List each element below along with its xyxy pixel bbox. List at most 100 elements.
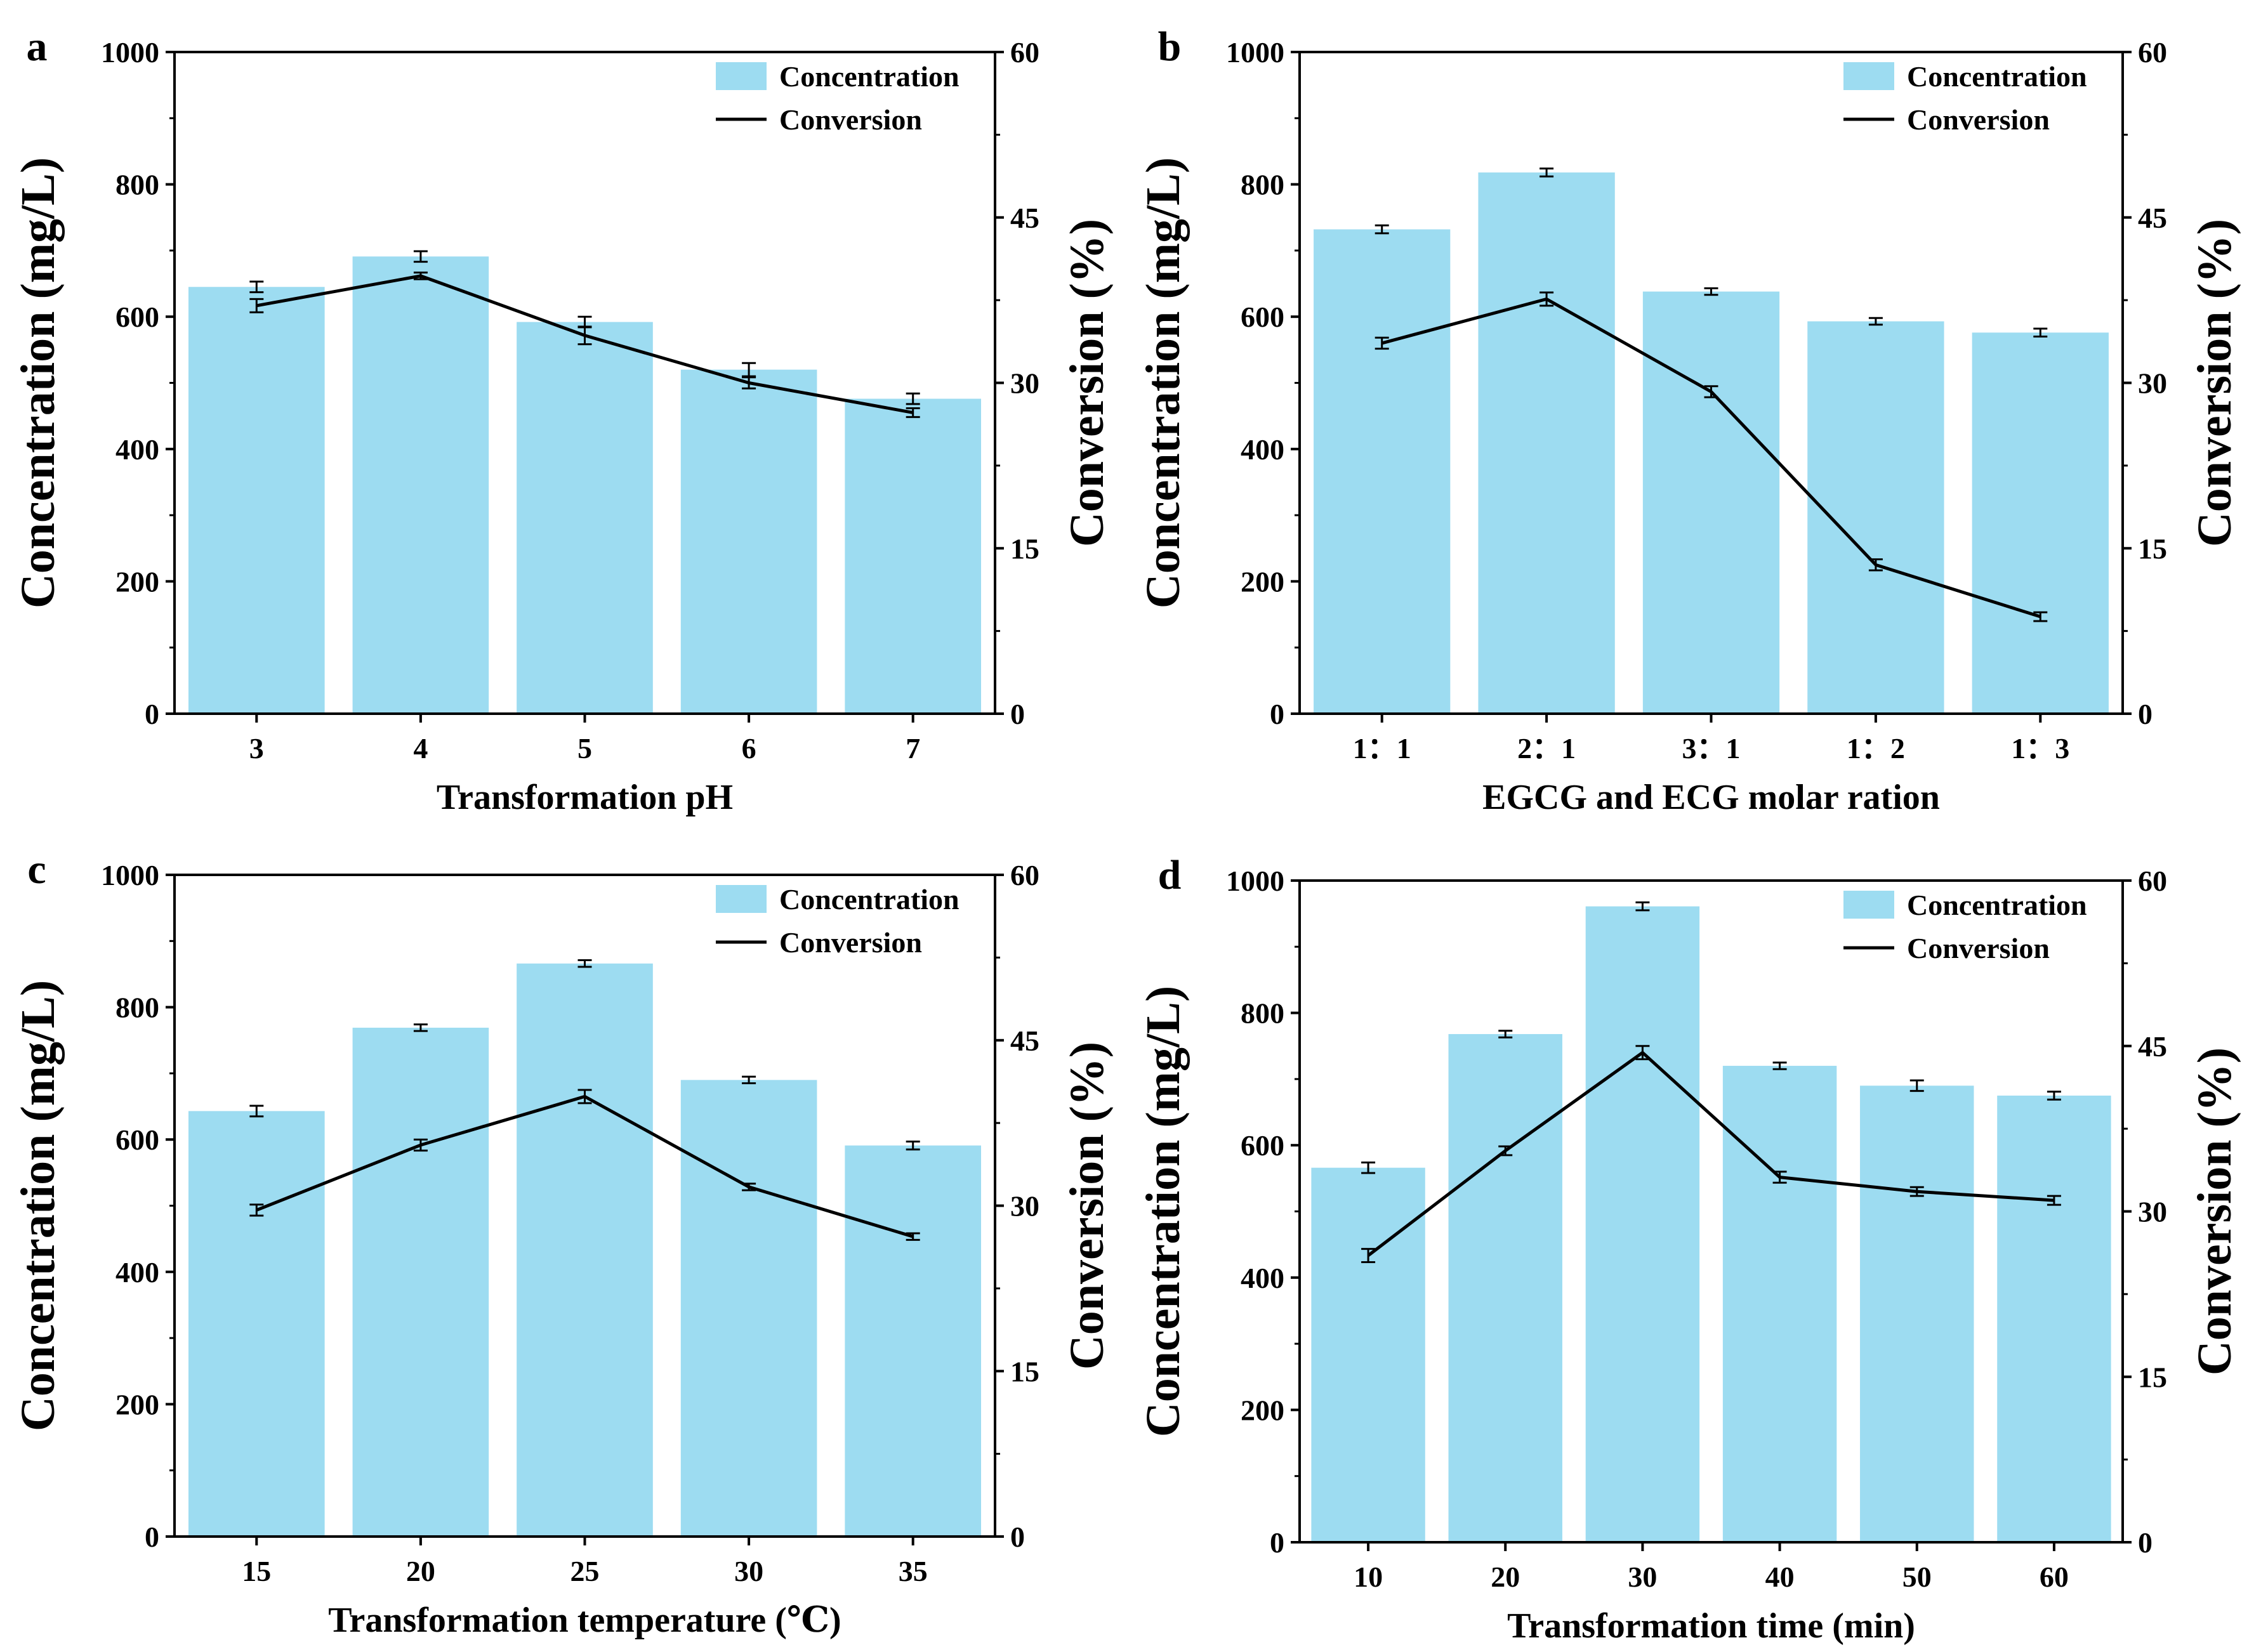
y-tick-label: 1000 <box>1226 865 1284 897</box>
concentration-bar <box>517 963 653 1537</box>
x-tick-label: 7 <box>906 732 920 764</box>
y2-axis-title: Conversion (%) <box>1060 219 1114 547</box>
x-tick-label: 1：3 <box>2011 732 2069 764</box>
concentration-bar <box>1448 1033 1562 1542</box>
conversion-point <box>906 1232 920 1241</box>
concentration-error-bar <box>1361 1161 1376 1174</box>
conversion-point <box>1375 336 1389 350</box>
concentration-error-bar <box>906 1140 920 1151</box>
concentration-bar <box>188 287 325 714</box>
y-tick-label: 200 <box>1241 565 1284 598</box>
concentration-error-bar <box>742 362 756 377</box>
y2-tick-label: 30 <box>2138 367 2167 400</box>
y2-axis-title: Conversion (%) <box>1060 1042 1114 1370</box>
y2-tick-label: 15 <box>1010 1355 1039 1387</box>
y2-tick-label: 30 <box>1010 1190 1039 1223</box>
y-axis-title: Concentration (mg/L) <box>1137 986 1190 1437</box>
concentration-bar <box>845 1145 982 1537</box>
concentration-error-bar <box>577 959 592 968</box>
legend-bar-label: Concentration <box>1907 889 2087 921</box>
concentration-error-bar <box>1772 1061 1787 1070</box>
y2-tick-label: 60 <box>2138 36 2167 69</box>
y2-tick-label: 45 <box>2138 1030 2167 1063</box>
y2-tick-label: 0 <box>2138 1526 2153 1559</box>
y-tick-label: 200 <box>1241 1394 1284 1426</box>
y-tick-label: 400 <box>115 433 159 466</box>
conversion-point <box>1868 558 1883 572</box>
concentration-bar <box>1972 332 2109 714</box>
concentration-error-bar <box>1539 167 1554 178</box>
conversion-point <box>2047 1195 2061 1206</box>
y-tick-label: 600 <box>1241 1129 1284 1162</box>
panel-letter: d <box>1158 852 1182 898</box>
x-tick-label: 4 <box>413 732 428 764</box>
concentration-error-bar <box>1375 224 1389 235</box>
y-axis-title: Concentration (mg/L) <box>11 980 65 1431</box>
y-tick-label: 400 <box>1241 433 1284 466</box>
y-tick-label: 0 <box>1270 1526 1284 1559</box>
concentration-bar <box>1722 1066 1837 1542</box>
x-tick-label: 60 <box>2040 1561 2069 1593</box>
y-tick-label: 200 <box>115 565 159 598</box>
y-tick-label: 600 <box>115 301 159 333</box>
legend-bar-label: Concentration <box>779 60 959 93</box>
conversion-point <box>742 376 756 390</box>
legend-line-label: Conversion <box>1907 103 2050 136</box>
concentration-bar <box>1860 1085 1974 1542</box>
y2-tick-label: 0 <box>1010 698 1025 730</box>
x-tick-label: 20 <box>1491 1561 1520 1593</box>
conversion-point <box>2033 611 2048 622</box>
concentration-bar <box>1642 291 1780 714</box>
panel-letter: c <box>27 846 46 893</box>
legend-bar-swatch <box>1843 62 1894 90</box>
y2-tick-label: 30 <box>2138 1196 2167 1228</box>
x-tick-label: 50 <box>1902 1561 1932 1593</box>
concentration-error-bar <box>249 280 264 294</box>
concentration-bar <box>680 1080 817 1537</box>
concentration-error-bar <box>413 250 428 263</box>
legend-line-label: Conversion <box>1907 932 2050 964</box>
concentration-error-bar <box>249 1105 264 1118</box>
concentration-bar <box>1807 321 1944 714</box>
chart-panel-b: b 0 200 400 600 800 1000 0 15 30 45 60 1：1 2：1 3：1 1：2 1… <box>1137 23 2241 817</box>
x-tick-label: 1：1 <box>1353 732 1411 764</box>
conversion-point <box>1704 385 1718 398</box>
x-tick-label: 3 <box>249 732 264 764</box>
concentration-error-bar <box>2047 1091 2061 1101</box>
y2-tick-label: 30 <box>1010 367 1039 400</box>
y-tick-label: 400 <box>115 1256 159 1288</box>
concentration-bar <box>352 1027 489 1537</box>
x-axis-title: Transformation pH <box>437 778 733 817</box>
concentration-error-bar <box>1868 317 1883 326</box>
concentration-error-bar <box>1635 901 1650 912</box>
conversion-point <box>577 1089 592 1105</box>
concentration-bar <box>1478 172 1615 714</box>
x-axis-title: Transformation time (min) <box>1507 1606 1915 1646</box>
y-tick-label: 800 <box>1241 169 1284 201</box>
y2-tick-label: 0 <box>1010 1521 1025 1553</box>
y2-tick-label: 45 <box>2138 202 2167 234</box>
y2-tick-label: 60 <box>1010 36 1039 69</box>
concentration-bar <box>680 369 817 714</box>
y2-tick-label: 45 <box>1010 1025 1039 1057</box>
chart-panel-d: d 0 200 400 600 800 1000 0 15 30 45 60 10 20 30 40 50 60 T… <box>1137 852 2241 1646</box>
x-tick-label: 25 <box>570 1555 600 1587</box>
x-tick-label: 6 <box>742 732 756 764</box>
legend-bar-label: Concentration <box>779 883 959 915</box>
y-tick-label: 600 <box>1241 301 1284 333</box>
x-tick-label: 30 <box>734 1555 763 1587</box>
conversion-point <box>413 272 428 280</box>
y-tick-label: 800 <box>1241 997 1284 1030</box>
conversion-point <box>1635 1045 1650 1061</box>
y2-tick-label: 15 <box>2138 532 2167 565</box>
x-tick-label: 1：2 <box>1847 732 1905 764</box>
y2-tick-label: 60 <box>2138 865 2167 897</box>
concentration-bar <box>1311 1167 1425 1542</box>
conversion-point <box>1909 1186 1924 1197</box>
legend-line-label: Conversion <box>779 926 922 959</box>
x-tick-label: 20 <box>406 1555 435 1587</box>
y-axis-title: Concentration (mg/L) <box>1137 157 1190 608</box>
concentration-bar <box>517 322 653 714</box>
